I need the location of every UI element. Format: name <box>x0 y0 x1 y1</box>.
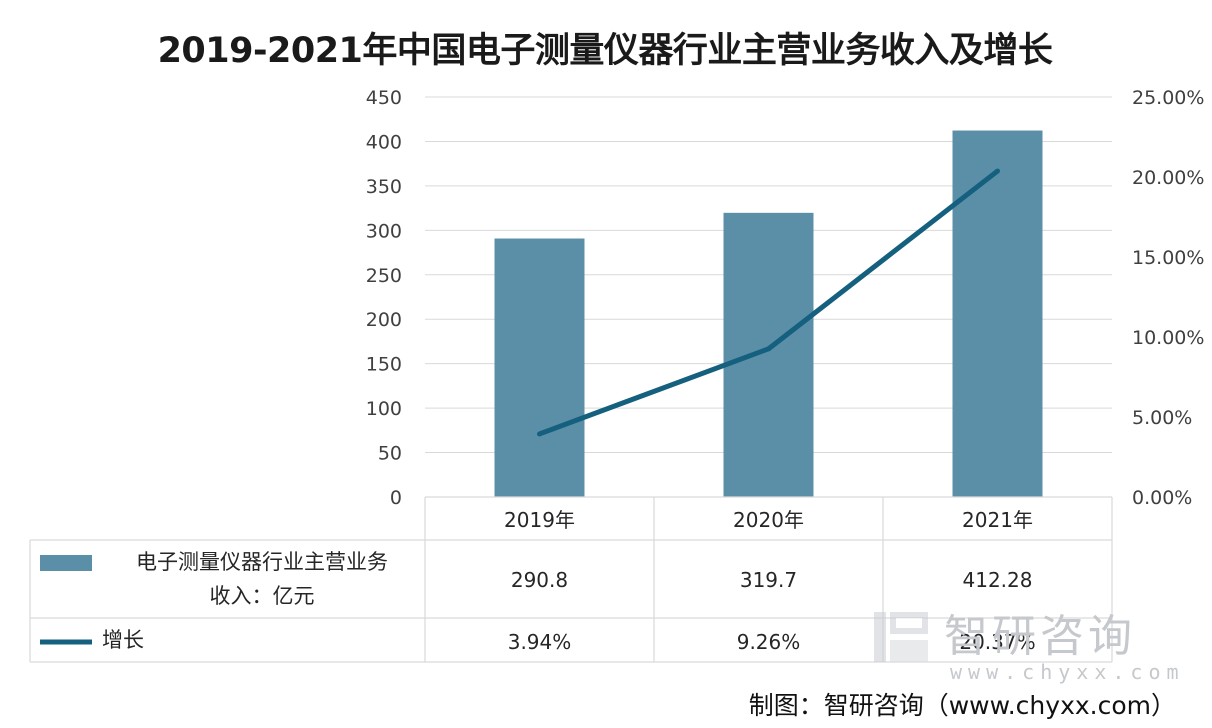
table-value-revenue: 319.7 <box>740 568 797 592</box>
bar <box>494 238 585 497</box>
legend-label-revenue-unit: 收入：亿元 <box>210 584 315 608</box>
left-tick-label: 200 <box>366 309 402 331</box>
table-value-revenue: 290.8 <box>511 568 568 592</box>
left-tick-label: 400 <box>366 131 402 153</box>
line-point <box>537 431 542 437</box>
left-tick-label: 300 <box>366 220 402 242</box>
line-point <box>995 168 1000 174</box>
legend-label-growth: 增长 <box>102 628 144 652</box>
table-value-growth: 20.37% <box>959 630 1035 654</box>
line-point <box>766 346 771 352</box>
watermark-logo-icon <box>870 610 934 668</box>
left-y-axis: 0 50 100 150 200 250 300 350 400 450 <box>366 87 402 509</box>
legend-swatch-revenue <box>40 555 92 571</box>
source-note: 制图：智研咨询（www.chyxx.com） <box>748 691 1176 720</box>
right-tick-label: 15.00% <box>1132 247 1204 269</box>
bar <box>952 130 1043 498</box>
right-tick-label: 5.00% <box>1132 407 1192 429</box>
right-tick-label: 10.00% <box>1132 327 1204 349</box>
right-tick-label: 25.00% <box>1132 87 1204 109</box>
right-tick-label: 20.00% <box>1132 167 1204 189</box>
table-value-growth: 9.26% <box>737 630 801 654</box>
left-tick-label: 350 <box>366 176 402 198</box>
line-series <box>537 168 1000 437</box>
left-tick-label: 150 <box>366 354 402 376</box>
left-tick-label: 0 <box>390 487 402 509</box>
watermark-name: 智研咨询 <box>944 611 1136 662</box>
watermark-url: www.chyxx.com <box>950 660 1185 684</box>
category-label: 2019年 <box>504 508 575 532</box>
category-label: 2021年 <box>962 508 1033 532</box>
legend-label-revenue: 电子测量仪器行业主营业务 <box>136 550 388 574</box>
table-value-revenue: 412.28 <box>963 568 1033 592</box>
chart-title: 2019-2021年中国电子测量仪器行业主营业务收入及增长 <box>157 31 1053 71</box>
bar <box>723 212 814 498</box>
left-tick-label: 450 <box>366 87 402 109</box>
left-tick-label: 250 <box>366 265 402 287</box>
left-tick-label: 100 <box>366 398 402 420</box>
right-y-axis: 0.00% 5.00% 10.00% 15.00% 20.00% 25.00% <box>1132 87 1204 509</box>
category-label: 2020年 <box>733 508 804 532</box>
left-tick-label: 50 <box>378 443 402 465</box>
table-value-growth: 3.94% <box>508 630 572 654</box>
right-tick-label: 0.00% <box>1132 487 1192 509</box>
